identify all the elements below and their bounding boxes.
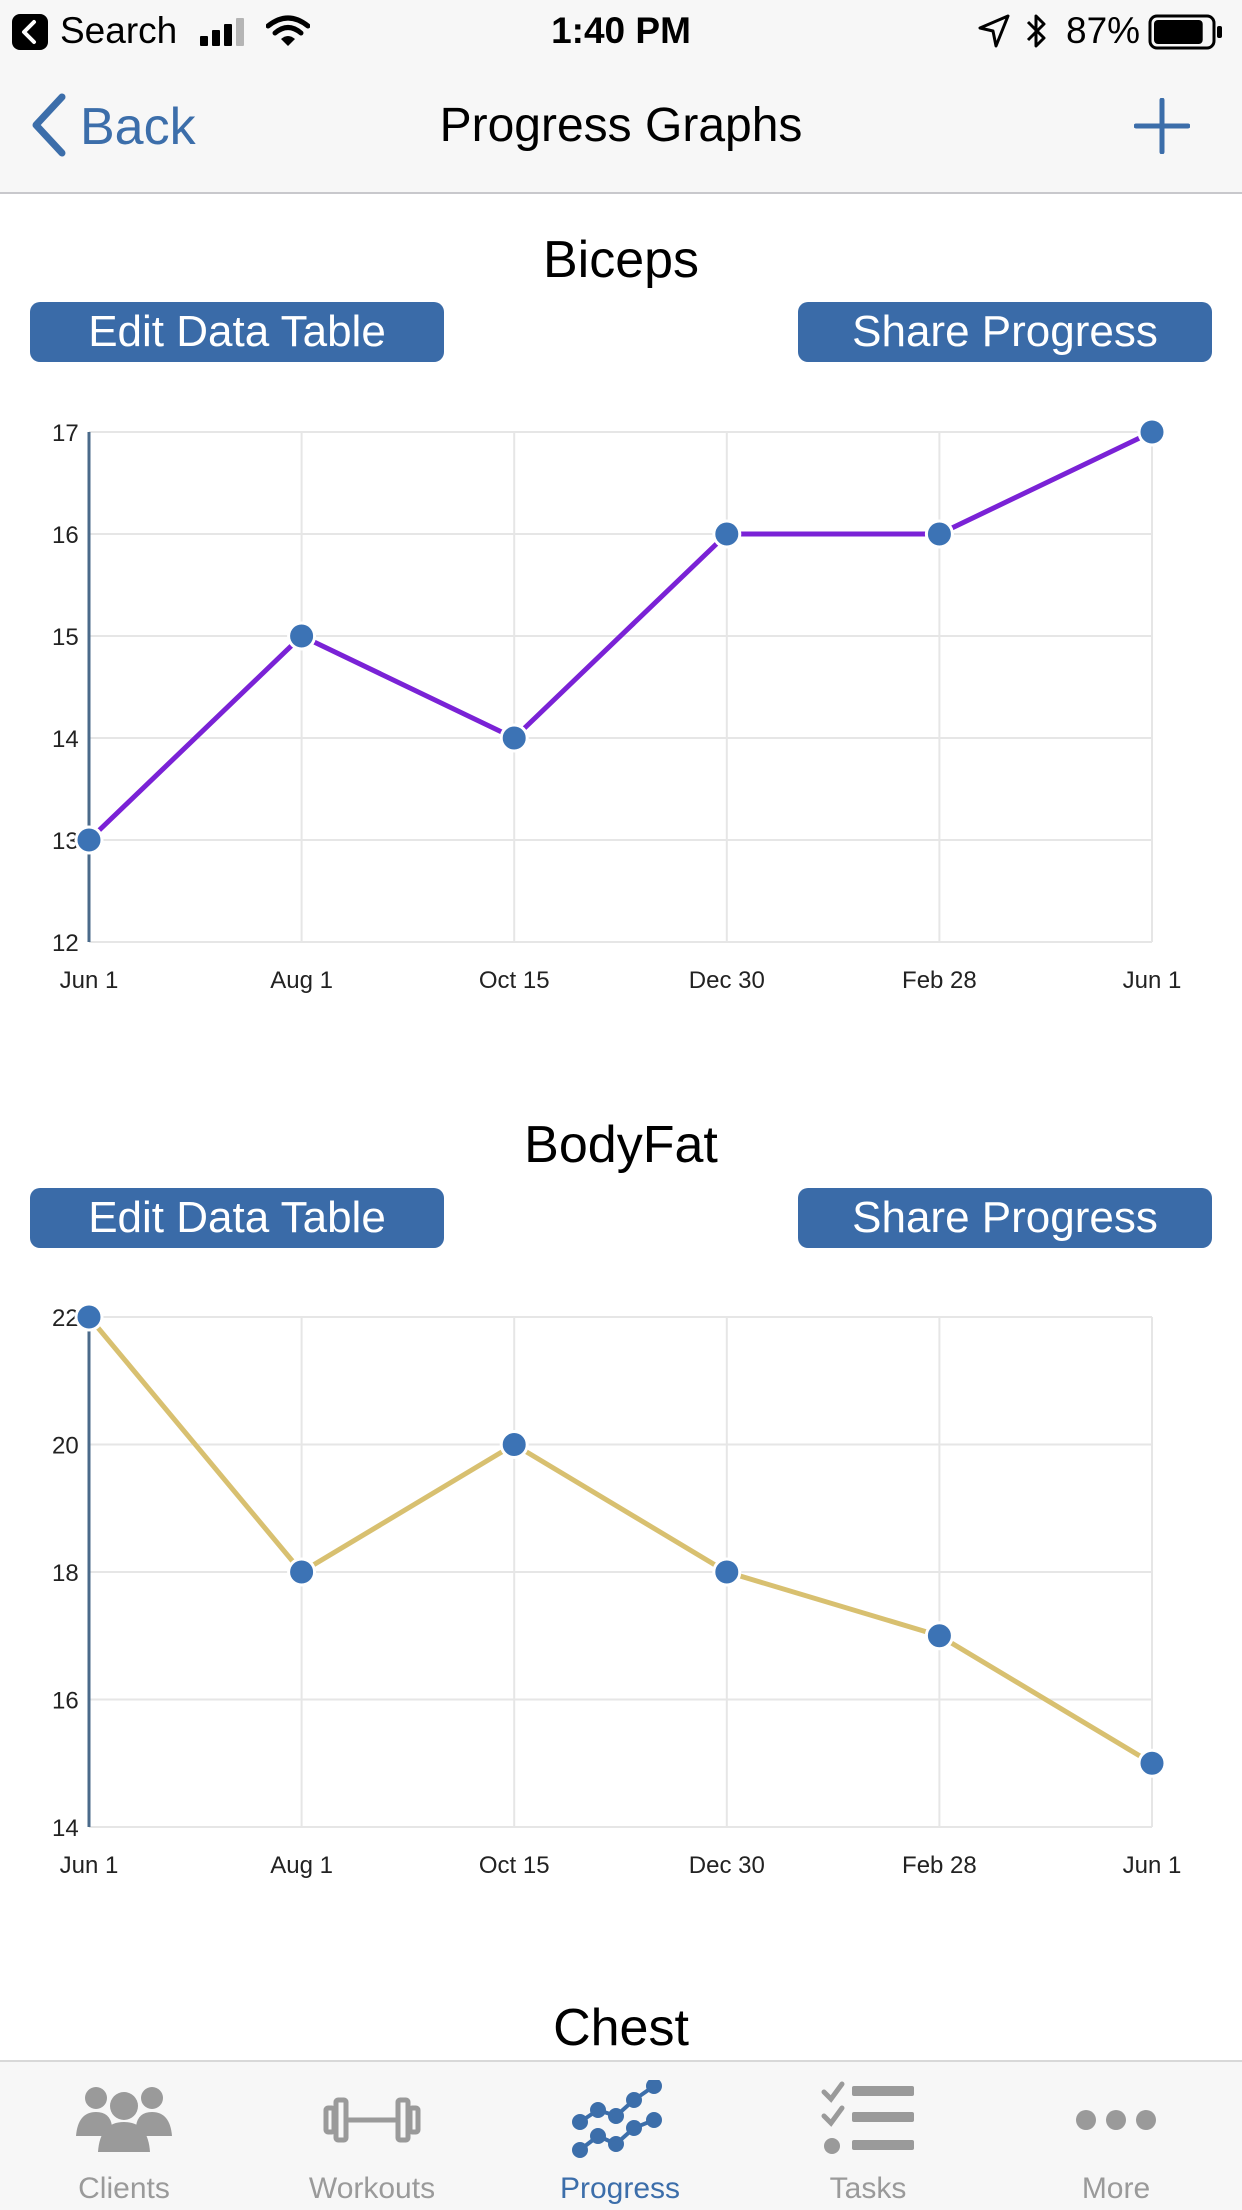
navigation-bar: Back Progress Graphs — [0, 62, 1242, 194]
add-button[interactable] — [1133, 97, 1191, 155]
x-tick-label: Jun 1 — [60, 1852, 119, 1879]
edit-data-table-button-biceps[interactable]: Edit Data Table — [30, 302, 444, 362]
wifi-icon — [265, 14, 311, 53]
tab-label-more: More — [1081, 2172, 1151, 2205]
x-tick-label: Feb 28 — [902, 1852, 977, 1879]
back-label: Back — [80, 98, 196, 156]
data-point[interactable] — [924, 1621, 954, 1651]
share-progress-button-biceps[interactable]: Share Progress — [798, 302, 1212, 362]
share-progress-button-bodyfat[interactable]: Share Progress — [798, 1188, 1212, 1248]
y-tick-label: 15 — [52, 624, 79, 651]
x-tick-label: Dec 30 — [689, 967, 765, 994]
battery-percent: 87% — [1066, 10, 1141, 51]
page-title: Progress Graphs — [439, 99, 803, 152]
data-point[interactable] — [287, 1557, 317, 1587]
chart-title-chest: Chest — [553, 1999, 689, 2057]
x-tick-label: Dec 30 — [689, 1852, 765, 1879]
bodyfat-line-chart: 14 16 18 20 22 Jun 1 Aug 1 Oct 15 Dec 30 Feb 28 Ju… — [52, 1302, 1182, 1879]
data-point[interactable] — [499, 1430, 529, 1459]
tab-tasks[interactable]: Tasks — [744, 2062, 992, 2210]
y-tick-label: 14 — [52, 1815, 79, 1842]
y-tick-label: 22 — [52, 1305, 79, 1332]
y-tick-label: 16 — [52, 522, 79, 549]
y-tick-label: 16 — [52, 1688, 79, 1715]
x-tick-label: Oct 15 — [479, 967, 550, 994]
bluetooth-icon — [1024, 12, 1048, 55]
more-icon — [1066, 2080, 1166, 2160]
chart-title-biceps: Biceps — [542, 231, 700, 289]
x-tick-label: Aug 1 — [270, 1852, 333, 1879]
chart-title-bodyfat: BodyFat — [524, 1116, 718, 1174]
data-point[interactable] — [499, 723, 529, 753]
progress-icon — [570, 2078, 670, 2160]
tab-progress[interactable]: Progress — [496, 2062, 744, 2210]
back-button[interactable]: Back — [30, 92, 196, 162]
y-tick-label: 18 — [52, 1560, 79, 1587]
tab-more[interactable]: More — [992, 2062, 1240, 2210]
data-point[interactable] — [74, 1302, 104, 1332]
edit-data-table-button-bodyfat[interactable]: Edit Data Table — [30, 1188, 444, 1248]
data-point[interactable] — [1137, 1748, 1167, 1778]
tab-label-progress: Progress — [559, 2172, 681, 2205]
clock: 1:40 PM — [551, 10, 691, 51]
data-point[interactable] — [712, 1557, 742, 1587]
tab-bar: Clients Workouts Progress — [0, 2060, 1242, 2210]
x-tick-label: Aug 1 — [270, 967, 333, 994]
x-tick-label: Jun 1 — [60, 967, 119, 994]
x-tick-label: Jun 1 — [1123, 967, 1182, 994]
y-tick-label: 12 — [52, 930, 79, 957]
y-tick-label: 20 — [52, 1433, 79, 1460]
workouts-icon — [322, 2080, 422, 2160]
y-tick-label: 14 — [52, 726, 79, 753]
back-to-app-icon[interactable] — [12, 14, 48, 50]
status-bar: Search 1:40 PM 87% — [0, 0, 1242, 62]
chevron-left-icon — [30, 93, 66, 162]
tab-label-clients: Clients — [78, 2172, 170, 2205]
back-to-app-label[interactable]: Search — [60, 10, 178, 51]
x-tick-label: Feb 28 — [902, 967, 977, 994]
location-icon — [978, 14, 1010, 53]
tasks-icon — [818, 2080, 918, 2160]
x-tick-label: Oct 15 — [479, 1852, 550, 1879]
tab-label-tasks: Tasks — [829, 2172, 907, 2205]
y-tick-label: 13 — [52, 828, 79, 855]
tab-workouts[interactable]: Workouts — [248, 2062, 496, 2210]
series-line — [87, 1315, 1154, 1766]
data-point[interactable] — [287, 621, 317, 651]
tab-label-workouts: Workouts — [308, 2172, 436, 2205]
data-point[interactable] — [74, 825, 104, 855]
x-tick-label: Jun 1 — [1123, 1852, 1182, 1879]
cellular-signal-icon — [200, 16, 252, 51]
battery-icon — [1148, 14, 1224, 55]
data-point[interactable] — [924, 519, 954, 549]
biceps-line-chart: 12 13 14 15 16 17 Jun 1 Aug 1 Oct 15 Dec 30 Feb 28… — [52, 417, 1182, 994]
y-tick-label: 17 — [52, 420, 79, 447]
tab-clients[interactable]: Clients — [0, 2062, 248, 2210]
series-line — [87, 429, 1154, 842]
data-point[interactable] — [1137, 417, 1167, 447]
data-point[interactable] — [712, 519, 742, 549]
clients-icon — [74, 2080, 174, 2160]
plus-icon — [1133, 97, 1191, 158]
